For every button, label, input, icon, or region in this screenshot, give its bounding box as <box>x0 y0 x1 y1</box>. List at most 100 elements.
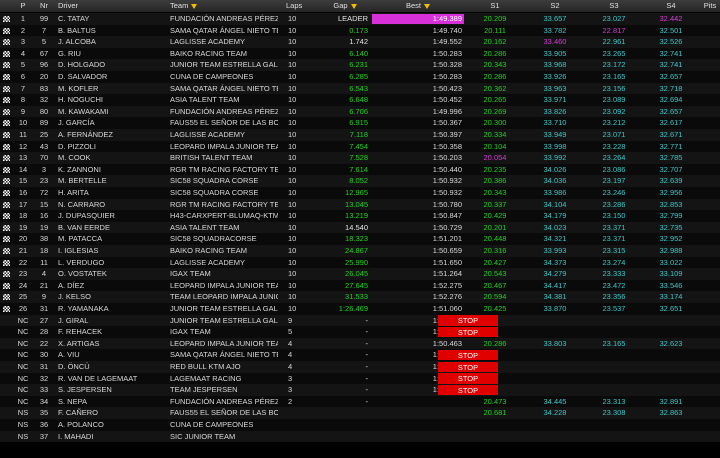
col-header-position[interactable]: P <box>20 1 26 10</box>
driver-name-cell[interactable]: L. VERDUGO <box>58 257 105 267</box>
col-header-s1[interactable]: S1 <box>490 1 500 10</box>
col-header-pits[interactable]: Pits <box>703 1 717 10</box>
table-row[interactable]: 15 23 M. BERTELLE SIC58 SQUADRA CORSE 10 8.05… <box>0 175 720 187</box>
table-row[interactable]: 9 80 M. KAWAKAMI FUNDACIÓN ANDREAS PÉREZ ..… <box>0 105 720 118</box>
table-row[interactable]: 8 32 H. NOGUCHI ASIA TALENT TEAM 10 6.648 1:50… <box>0 94 720 106</box>
driver-name-cell[interactable]: B. BALTUS <box>58 25 96 35</box>
driver-name-cell[interactable]: J. ALCOBA <box>58 37 96 47</box>
driver-name-cell[interactable]: D. SALVADOR <box>58 72 108 81</box>
driver-name-cell[interactable]: M. PATACCA <box>58 234 103 244</box>
table-row[interactable]: 21 18 I. IGLESIAS BAIKO RACING TEAM 10 24.867… <box>0 245 720 257</box>
driver-name-cell[interactable]: A. FERNÁNDEZ <box>58 130 114 139</box>
driver-name-cell[interactable]: H. ARITA <box>58 188 89 197</box>
table-row[interactable]: NS 35 F. CAÑERO FAUS55 EL SEÑOR DE LAS BOLS… <box>0 407 720 419</box>
table-row[interactable]: NS 36 A. POLANCO CUNA DE CAMPEONES <box>0 419 720 431</box>
flag-cell <box>0 94 14 106</box>
pits-cell <box>700 106 720 118</box>
driver-name-cell[interactable]: B. VAN EERDE <box>58 222 110 232</box>
table-row[interactable]: 1 99 C. TATAY FUNDACIÓN ANDREAS PÉREZ ... 10… <box>0 13 720 25</box>
driver-name-cell[interactable]: F. CAÑERO <box>58 408 99 418</box>
table-row[interactable]: NS 37 I. MAHADI SIC JUNIOR TEAM <box>0 430 720 443</box>
driver-name-cell[interactable]: D. HOLGADO <box>58 60 106 70</box>
sector-3-cell: 23.537 <box>602 304 626 313</box>
checkered-flag-icon <box>3 178 10 185</box>
col-header-best[interactable]: Best <box>372 0 464 12</box>
table-row[interactable]: 20 38 M. PATACCA SIC58 SQUADRACORSE 10 18.323… <box>0 233 720 245</box>
table-row[interactable]: NC 30 A. VIU SAMA QATAR ÁNGEL NIETO TE... 4 -… <box>0 349 720 361</box>
table-row[interactable]: 16 72 H. ARITA SIC58 SQUADRA CORSE 10 12.965 1… <box>0 187 720 199</box>
col-header-s2[interactable]: S2 <box>550 1 560 10</box>
sort-arrow-icon[interactable] <box>424 3 430 9</box>
driver-name-cell[interactable]: M. COOK <box>58 153 91 163</box>
table-row[interactable]: NC 22 X. ARTIGAS LEOPARD IMPALA JUNIOR TEAM… <box>0 337 720 350</box>
table-row[interactable]: 7 83 M. KOFLER SAMA QATAR ÁNGEL NIETO TE...… <box>0 82 720 95</box>
table-row[interactable]: 18 16 J. DUPASQUIER H43-CARXPERT-BLUMAQ-KTM… <box>0 210 720 222</box>
col-header-driver[interactable]: Driver <box>58 1 78 10</box>
driver-name-cell[interactable]: O. VOSTATEK <box>58 269 107 279</box>
sort-arrow-icon[interactable] <box>350 3 357 9</box>
driver-name-cell[interactable]: C. TATAY <box>58 14 90 23</box>
table-row[interactable]: 19 19 B. VAN EERDE ASIA TALENT TEAM 10 14.540… <box>0 221 720 234</box>
sector-1-cell: 20.448 <box>483 234 507 244</box>
position-cell: 4 <box>20 48 26 58</box>
flag-cell <box>0 210 14 222</box>
driver-name-cell[interactable]: S. NEPA <box>58 396 88 406</box>
driver-name-cell[interactable]: I. MAHADI <box>58 431 94 441</box>
col-header-s3[interactable]: S3 <box>609 1 619 10</box>
col-header-laps[interactable]: Laps <box>286 1 303 10</box>
table-row[interactable]: 12 43 D. PIZZOLI LEOPARD IMPALA JUNIOR TEAM… <box>0 140 720 153</box>
table-row[interactable]: 22 11 L. VERDUGO LAGLISSE ACADEMY 10 25.990 1:… <box>0 256 720 269</box>
sector-4-cell: 32.718 <box>659 83 683 93</box>
driver-name-cell[interactable]: D. PIZZOLI <box>58 141 96 151</box>
table-row[interactable]: 13 70 M. COOK BRITISH TALENT TEAM 10 7.528 1:5… <box>0 152 720 164</box>
driver-name-cell[interactable]: M. KOFLER <box>58 83 99 93</box>
driver-name-cell[interactable]: J. GARCÍA <box>58 118 95 128</box>
col-header-s4[interactable]: S4 <box>666 1 676 10</box>
sort-arrow-icon[interactable] <box>191 3 198 9</box>
table-row[interactable]: NC 34 S. NEPA FUNDACIÓN ANDREAS PÉREZ ... 2 -… <box>0 395 720 408</box>
driver-name-cell[interactable]: M. KAWAKAMI <box>58 106 109 116</box>
driver-name-cell[interactable]: D. ÖNCÜ <box>58 362 90 371</box>
col-header-team[interactable]: Team <box>170 0 278 12</box>
driver-name-cell[interactable]: J. GIRAL <box>58 315 89 325</box>
driver-name-cell[interactable]: R. YAMANAKA <box>58 304 109 313</box>
driver-name-cell[interactable]: H. NOGUCHI <box>58 95 103 105</box>
driver-name-cell[interactable]: J. DUPASQUIER <box>58 211 115 221</box>
table-row[interactable]: NC 27 J. GIRAL JUNIOR TEAM ESTRELLA GALIC..… <box>0 314 720 327</box>
driver-name-cell[interactable]: G. RIU <box>58 48 81 58</box>
driver-name-cell[interactable]: N. CARRARO <box>58 199 106 209</box>
table-row[interactable]: 14 3 K. ZANNONI RGR TM RACING FACTORY TEAM 1… <box>0 163 720 176</box>
table-row[interactable]: 3 5 J. ALCOBA LAGLISSE ACADEMY 10 1.742 1:49.5… <box>0 36 720 48</box>
table-row[interactable]: 5 96 D. HOLGADO JUNIOR TEAM ESTRELLA GALIC.… <box>0 59 720 71</box>
pits-cell <box>700 59 720 71</box>
col-header-number[interactable]: Nr <box>40 1 48 10</box>
driver-name-cell[interactable]: I. IGLESIAS <box>58 246 99 255</box>
table-row[interactable]: 17 15 N. CARRARO RGR TM RACING FACTORY TEAM… <box>0 198 720 211</box>
table-row[interactable]: 11 25 A. FERNÁNDEZ LAGLISSE ACADEMY 10 7.118 1… <box>0 129 720 141</box>
driver-name-cell[interactable]: S. JESPERSEN <box>58 385 112 395</box>
driver-name-cell[interactable]: F. REHACEK <box>58 327 103 337</box>
table-row[interactable]: 25 9 J. KELSO TEAM LEOPARD IMPALA JUNIOR IT… <box>0 291 720 303</box>
driver-name-cell[interactable]: X. ARTIGAS <box>58 338 100 348</box>
col-header-gap[interactable]: Gap <box>322 0 368 12</box>
table-row[interactable]: 6 20 D. SALVADOR CUNA DE CAMPEONES 10 6.285 1:… <box>0 71 720 83</box>
table-row[interactable]: 10 89 J. GARCÍA FAUS55 EL SEÑOR DE LAS BOLS… <box>0 117 720 129</box>
driver-name-cell[interactable]: A. VIU <box>58 350 80 360</box>
team-name-cell: LAGLISSE ACADEMY <box>170 257 246 267</box>
table-row[interactable]: 2 7 B. BALTUS SAMA QATAR ÁNGEL NIETO TE... 1… <box>0 24 720 37</box>
driver-name-cell[interactable]: A. DÍEZ <box>58 280 85 290</box>
table-row[interactable]: 23 4 O. VOSTATEK IGAX TEAM 10 26.045 1:51.264 2… <box>0 268 720 280</box>
driver-name-cell[interactable]: A. POLANCO <box>58 420 104 429</box>
sector-1-cell: 20.269 <box>483 106 507 116</box>
table-row[interactable]: 26 31 R. YAMANAKA JUNIOR TEAM ESTRELLA GALI… <box>0 303 720 315</box>
table-row[interactable]: 4 67 G. RIU BAIKO RACING TEAM 10 6.140 1:50.28… <box>0 47 720 60</box>
table-row[interactable]: 24 21 A. DÍEZ LEOPARD IMPALA JUNIOR TEAM 10 2… <box>0 279 720 292</box>
driver-name-cell[interactable]: R. VAN DE LAGEMAAT <box>58 373 138 383</box>
driver-name-cell[interactable]: K. ZANNONI <box>58 164 101 174</box>
driver-name-cell[interactable]: J. KELSO <box>58 292 91 302</box>
driver-name-cell[interactable]: M. BERTELLE <box>58 176 107 186</box>
